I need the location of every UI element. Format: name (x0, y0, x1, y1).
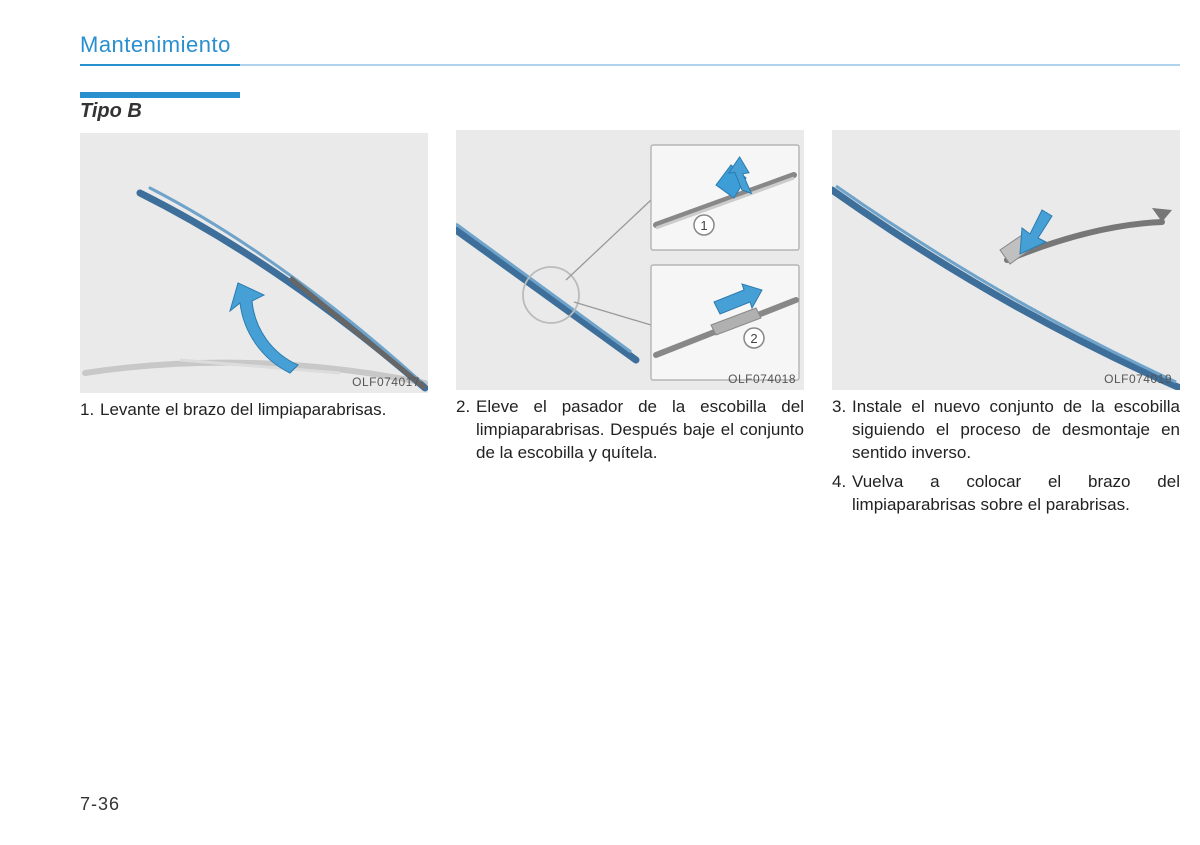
step-item: 2. Eleve el pasador de la escobilla del … (456, 396, 804, 465)
step-text: Vuelva a colocar el brazo del limpiapara… (852, 471, 1180, 517)
step-list-2: 2. Eleve el pasador de la escobilla del … (456, 396, 804, 471)
column-2: 1 2 OLF074018 2. Eleve el pasador de la … (456, 100, 804, 523)
figure-3: OLF074019 (832, 130, 1180, 390)
step-number: 3. (832, 396, 852, 465)
wiper-lift-illustration (80, 133, 428, 393)
figure-code: OLF074017 (352, 375, 420, 389)
figure-1: OLF074017 (80, 133, 428, 393)
header-rule-accent (80, 92, 240, 98)
column-1: Tipo B OLF074017 1. Levante el brazo del… (80, 100, 428, 523)
type-subtitle: Tipo B (80, 100, 428, 123)
figure-code: OLF074018 (728, 372, 796, 386)
page-number: 7-36 (80, 794, 120, 815)
step-item: 1. Levante el brazo del limpiapara­brisa… (80, 399, 428, 422)
step-text: Levante el brazo del limpiapara­brisas. (100, 399, 428, 422)
step-text: Eleve el pasador de la escobilla del lim… (476, 396, 804, 465)
spacer (832, 100, 1180, 130)
step-number: 2. (456, 396, 476, 465)
figure-code: OLF074019 (1104, 372, 1172, 386)
wiper-install-illustration (832, 130, 1180, 390)
callout-label-1: 1 (700, 218, 707, 233)
section-title: Mantenimiento (80, 32, 1200, 58)
step-list-3: 3. Instale el nuevo conjunto de la escob… (832, 396, 1180, 523)
step-list-1: 1. Levante el brazo del limpiapara­brisa… (80, 399, 428, 428)
step-item: 4. Vuelva a colocar el brazo del limpiap… (832, 471, 1180, 517)
figure-2: 1 2 OLF074018 (456, 130, 804, 390)
content-columns: Tipo B OLF074017 1. Levante el brazo del… (80, 100, 1180, 523)
step-number: 4. (832, 471, 852, 517)
callout-label-2: 2 (750, 331, 757, 346)
wiper-clip-illustration: 1 2 (456, 130, 804, 390)
page-header: Mantenimiento (80, 32, 1200, 66)
spacer (456, 100, 804, 130)
step-number: 1. (80, 399, 100, 422)
column-3: OLF074019 3. Instale el nuevo conjunto d… (832, 100, 1180, 523)
step-item: 3. Instale el nuevo conjunto de la escob… (832, 396, 1180, 465)
header-rule (80, 64, 1180, 66)
step-text: Instale el nuevo conjunto de la escobill… (852, 396, 1180, 465)
